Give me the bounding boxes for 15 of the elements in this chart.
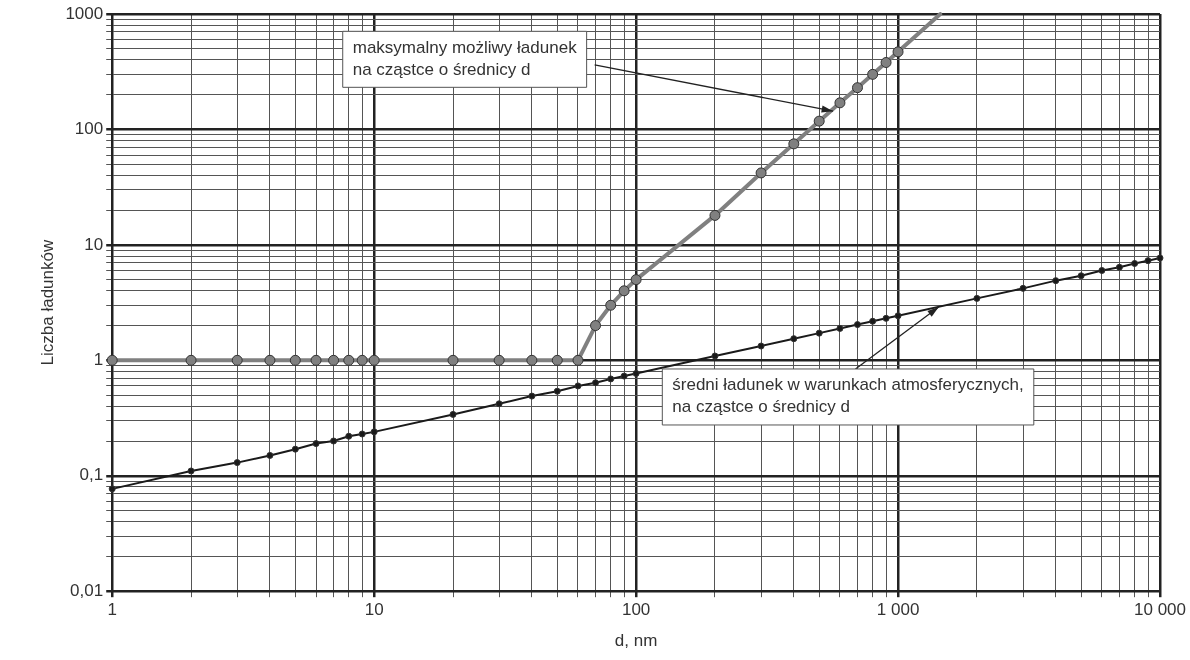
x-tick-label: 1 bbox=[107, 600, 117, 620]
y-tick-label: 0,1 bbox=[79, 465, 104, 485]
y-tick-label: 100 bbox=[74, 119, 104, 139]
y-tick-label: 0,01 bbox=[70, 580, 104, 600]
x-tick-label: 10 bbox=[364, 600, 384, 620]
y-tick-label: 1000 bbox=[65, 3, 104, 23]
x-tick-label: 1 000 bbox=[876, 600, 920, 620]
y-axis-title: Liczba ładunków bbox=[37, 239, 57, 366]
x-tick-label: 10 000 bbox=[1134, 600, 1186, 620]
y-tick-label: 1 bbox=[93, 350, 104, 370]
annotation: średni ładunek w warunkach atmosferycznych, na cząstce o średnicy d bbox=[672, 375, 1024, 417]
annotation: maksymalny możliwy ładunek na cząstce o średnicy d bbox=[352, 37, 578, 79]
y-tick-label: 10 bbox=[84, 234, 104, 254]
x-tick-label: 100 bbox=[621, 600, 651, 620]
x-axis-title: d, nm bbox=[614, 631, 658, 651]
